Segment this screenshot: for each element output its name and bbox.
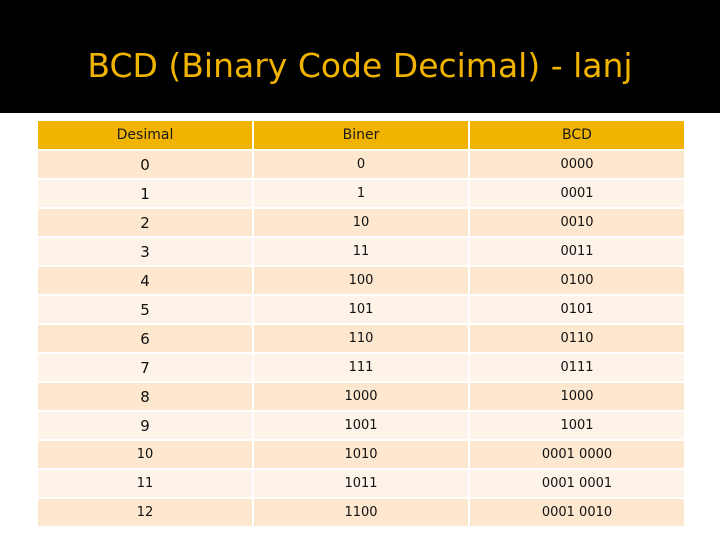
cell-bcd: 0111 bbox=[468, 352, 686, 383]
cell-biner: 1100 bbox=[252, 497, 470, 528]
cell-desimal: 7 bbox=[36, 352, 254, 383]
cell-biner: 1000 bbox=[252, 381, 470, 412]
table-header-row: Desimal Biner BCD bbox=[36, 119, 686, 151]
cell-bcd: 0100 bbox=[468, 265, 686, 296]
table-row: 11 1011 0001 0001 bbox=[36, 468, 686, 499]
cell-biner: 100 bbox=[252, 265, 470, 296]
cell-biner: 1 bbox=[252, 178, 470, 209]
cell-bcd: 0000 bbox=[468, 149, 686, 180]
cell-biner: 10 bbox=[252, 207, 470, 238]
cell-biner: 1010 bbox=[252, 439, 470, 470]
cell-bcd: 0001 bbox=[468, 178, 686, 209]
cell-bcd: 0101 bbox=[468, 294, 686, 325]
cell-desimal: 1 bbox=[36, 178, 254, 209]
table-row: 2 10 0010 bbox=[36, 207, 686, 238]
table-row: 4 100 0100 bbox=[36, 265, 686, 296]
header-desimal: Desimal bbox=[36, 119, 254, 151]
table-row: 5 101 0101 bbox=[36, 294, 686, 325]
cell-bcd: 0001 0010 bbox=[468, 497, 686, 528]
table-row: 6 110 0110 bbox=[36, 323, 686, 354]
table-row: 7 111 0111 bbox=[36, 352, 686, 383]
table-row: 1 1 0001 bbox=[36, 178, 686, 209]
table-row: 8 1000 1000 bbox=[36, 381, 686, 412]
header-bcd: BCD bbox=[468, 119, 686, 151]
cell-desimal: 9 bbox=[36, 410, 254, 441]
cell-desimal: 10 bbox=[36, 439, 254, 470]
table-row: 12 1100 0001 0010 bbox=[36, 497, 686, 528]
cell-bcd: 1000 bbox=[468, 381, 686, 412]
cell-biner: 1001 bbox=[252, 410, 470, 441]
cell-bcd: 0011 bbox=[468, 236, 686, 267]
slide-title: BCD (Binary Code Decimal) - lanj bbox=[87, 46, 633, 85]
table-row: 10 1010 0001 0000 bbox=[36, 439, 686, 470]
cell-desimal: 11 bbox=[36, 468, 254, 499]
cell-desimal: 2 bbox=[36, 207, 254, 238]
cell-biner: 111 bbox=[252, 352, 470, 383]
table-row: 3 11 0011 bbox=[36, 236, 686, 267]
cell-desimal: 6 bbox=[36, 323, 254, 354]
cell-biner: 0 bbox=[252, 149, 470, 180]
table-row: 9 1001 1001 bbox=[36, 410, 686, 441]
bcd-table: Desimal Biner BCD 0 0 0000 1 1 0001 2 10… bbox=[36, 119, 686, 528]
cell-bcd: 0001 0000 bbox=[468, 439, 686, 470]
cell-bcd: 0001 0001 bbox=[468, 468, 686, 499]
header-biner: Biner bbox=[252, 119, 470, 151]
table-row: 0 0 0000 bbox=[36, 149, 686, 180]
cell-desimal: 0 bbox=[36, 149, 254, 180]
cell-desimal: 3 bbox=[36, 236, 254, 267]
cell-bcd: 0110 bbox=[468, 323, 686, 354]
title-bar bbox=[0, 0, 720, 113]
cell-biner: 101 bbox=[252, 294, 470, 325]
cell-bcd: 0010 bbox=[468, 207, 686, 238]
cell-biner: 11 bbox=[252, 236, 470, 267]
cell-biner: 110 bbox=[252, 323, 470, 354]
cell-desimal: 5 bbox=[36, 294, 254, 325]
cell-biner: 1011 bbox=[252, 468, 470, 499]
cell-desimal: 12 bbox=[36, 497, 254, 528]
cell-desimal: 4 bbox=[36, 265, 254, 296]
cell-desimal: 8 bbox=[36, 381, 254, 412]
cell-bcd: 1001 bbox=[468, 410, 686, 441]
